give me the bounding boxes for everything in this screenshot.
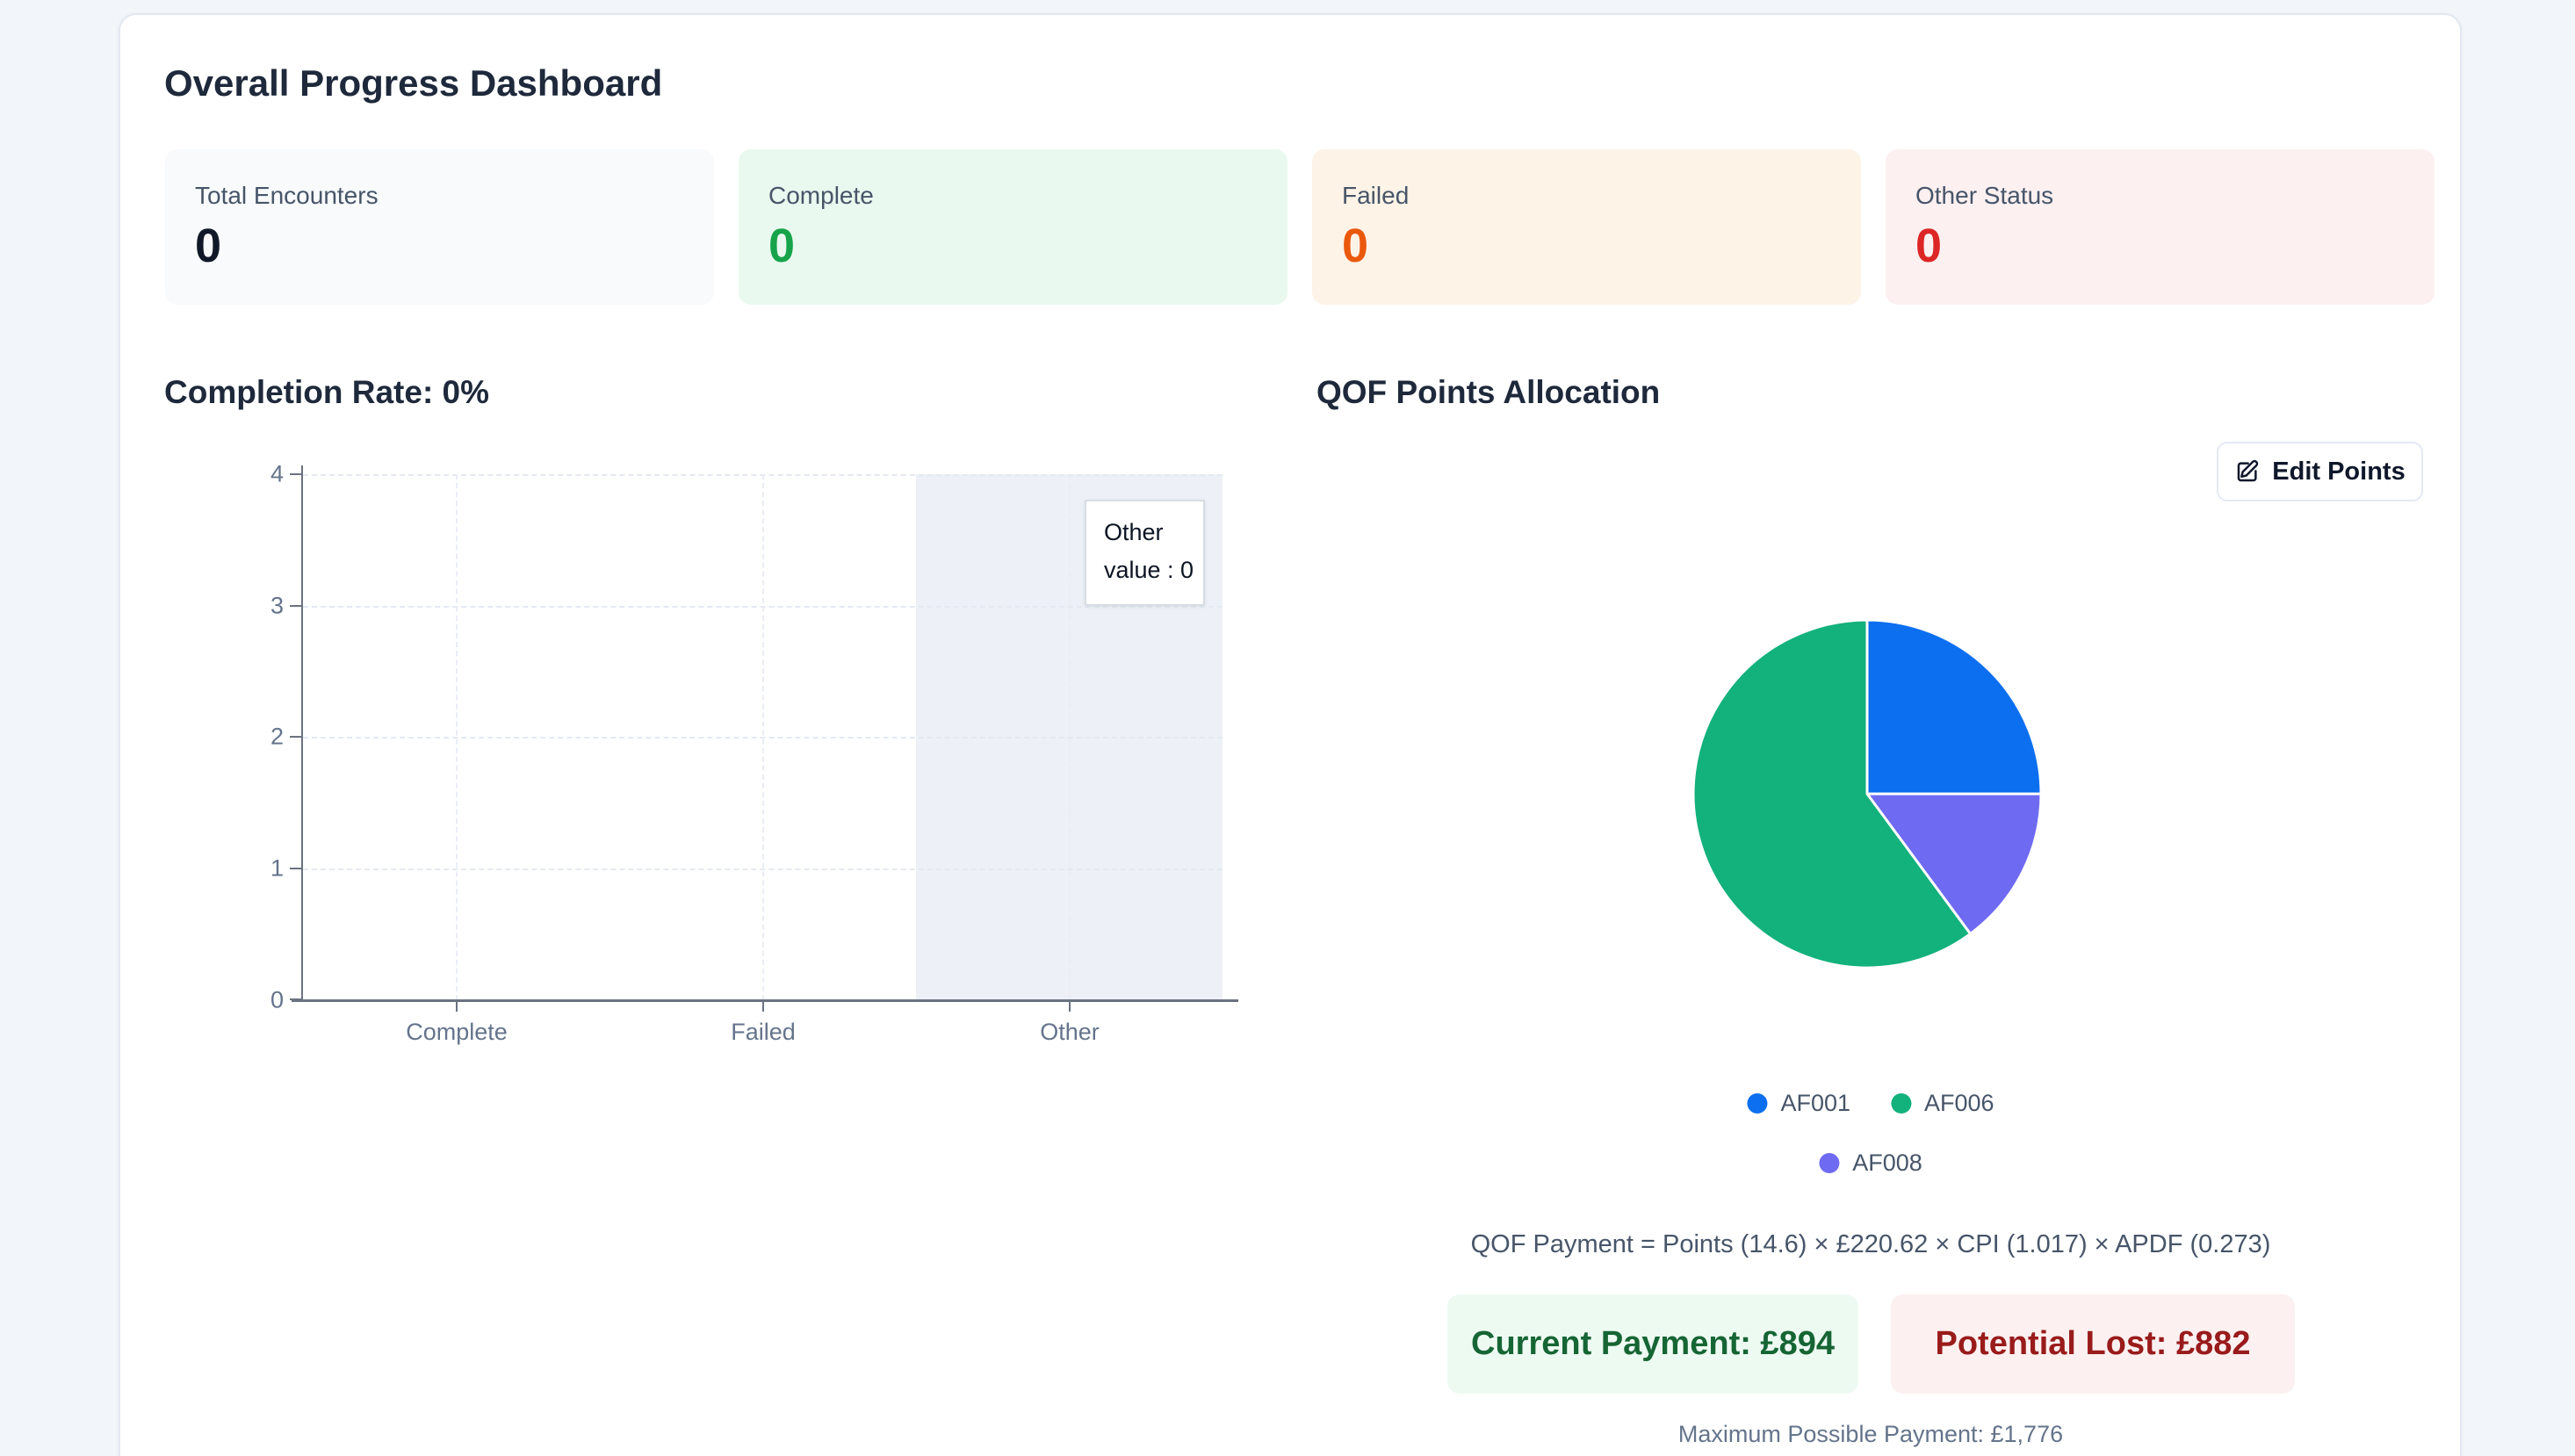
stat-card-complete: Complete 0	[739, 149, 1288, 305]
legend-label: AF006	[1924, 1090, 1994, 1116]
edit-points-label: Edit Points	[2272, 457, 2405, 486]
legend-item-af001[interactable]: AF001	[1747, 1090, 1850, 1117]
legend-row: AF008	[1819, 1150, 1922, 1177]
legend-row: AF001 AF006	[1747, 1090, 1994, 1117]
x-axis-line	[292, 999, 1238, 1002]
completion-rate-heading: Completion Rate: 0%	[164, 374, 490, 410]
pie-legend: AF001 AF006 AF008	[1747, 1090, 1994, 1177]
qof-points-heading: QOF Points Allocation	[1316, 374, 1661, 410]
qof-pie-chart	[1692, 619, 2042, 969]
y-axis-label: 3	[270, 592, 284, 619]
gridline	[456, 474, 458, 1000]
legend-dot	[1747, 1093, 1768, 1114]
y-tick	[290, 605, 301, 607]
legend-item-af008[interactable]: AF008	[1819, 1150, 1922, 1177]
tooltip-value: value : 0	[1104, 557, 1194, 583]
y-axis-label: 4	[270, 460, 284, 487]
y-axis-label: 2	[270, 723, 284, 750]
x-axis-label: Other	[1040, 1019, 1100, 1045]
max-payment-text: Maximum Possible Payment: £1,776	[1677, 1421, 2064, 1447]
gridline	[762, 474, 764, 1000]
chart-tooltip: Other value : 0	[1085, 500, 1205, 606]
stat-card-total-encounters: Total Encounters 0	[165, 149, 714, 305]
y-tick	[290, 473, 301, 475]
stat-card-other-status: Other Status 0	[1886, 149, 2434, 305]
potential-lost-box: Potential Lost: £882	[1891, 1294, 2295, 1394]
stat-label: Other Status	[1915, 182, 2054, 209]
y-axis-label: 1	[270, 854, 284, 882]
page-title: Overall Progress Dashboard	[164, 62, 663, 104]
stat-card-failed: Failed 0	[1312, 149, 1861, 305]
legend-dot	[1891, 1093, 1911, 1114]
stats-row: Total Encounters 0 Complete 0 Failed 0 O…	[165, 149, 2434, 305]
stat-value: 0	[768, 220, 796, 272]
legend-dot	[1819, 1153, 1840, 1173]
x-tick	[762, 1002, 764, 1012]
legend-item-af006[interactable]: AF006	[1891, 1090, 1994, 1117]
pie-slice-af001[interactable]	[1865, 619, 2042, 796]
current-payment-box: Current Payment: £894	[1447, 1294, 1858, 1394]
pie-slice-af006[interactable]	[1692, 619, 1973, 969]
x-axis-label: Complete	[406, 1019, 508, 1045]
legend-label: AF008	[1852, 1150, 1922, 1176]
tooltip-category: Other	[1104, 519, 1164, 545]
qof-payment-formula: QOF Payment = Points (14.6) × £220.62 × …	[1470, 1230, 2271, 1258]
y-tick	[290, 998, 301, 1000]
edit-points-button[interactable]: Edit Points	[2217, 442, 2423, 501]
y-axis-line	[301, 465, 303, 1002]
stat-label: Complete	[768, 182, 874, 209]
legend-label: AF001	[1780, 1090, 1850, 1116]
x-axis-label: Failed	[731, 1019, 796, 1045]
payments-row: Current Payment: £894 Potential Lost: £8…	[1447, 1294, 2295, 1394]
x-tick	[1069, 1002, 1071, 1012]
pie-slice-af008[interactable]	[1865, 792, 2042, 935]
y-axis-label: 0	[270, 986, 284, 1013]
stat-value: 0	[1342, 220, 1369, 272]
completion-bar-chart[interactable]: 4 3 2 1 0 Complete Failed Other Other va…	[270, 461, 1238, 1045]
stat-label: Failed	[1342, 182, 1410, 209]
gridline	[1069, 474, 1071, 1000]
y-tick	[290, 868, 301, 869]
y-tick	[290, 736, 301, 738]
x-tick	[456, 1002, 458, 1012]
stat-label: Total Encounters	[195, 182, 379, 209]
dashboard-card: Overall Progress Dashboard Total Encount…	[119, 13, 2462, 1456]
stat-value: 0	[195, 220, 222, 272]
stat-value: 0	[1915, 220, 1943, 272]
edit-pencil-icon	[2238, 459, 2259, 482]
